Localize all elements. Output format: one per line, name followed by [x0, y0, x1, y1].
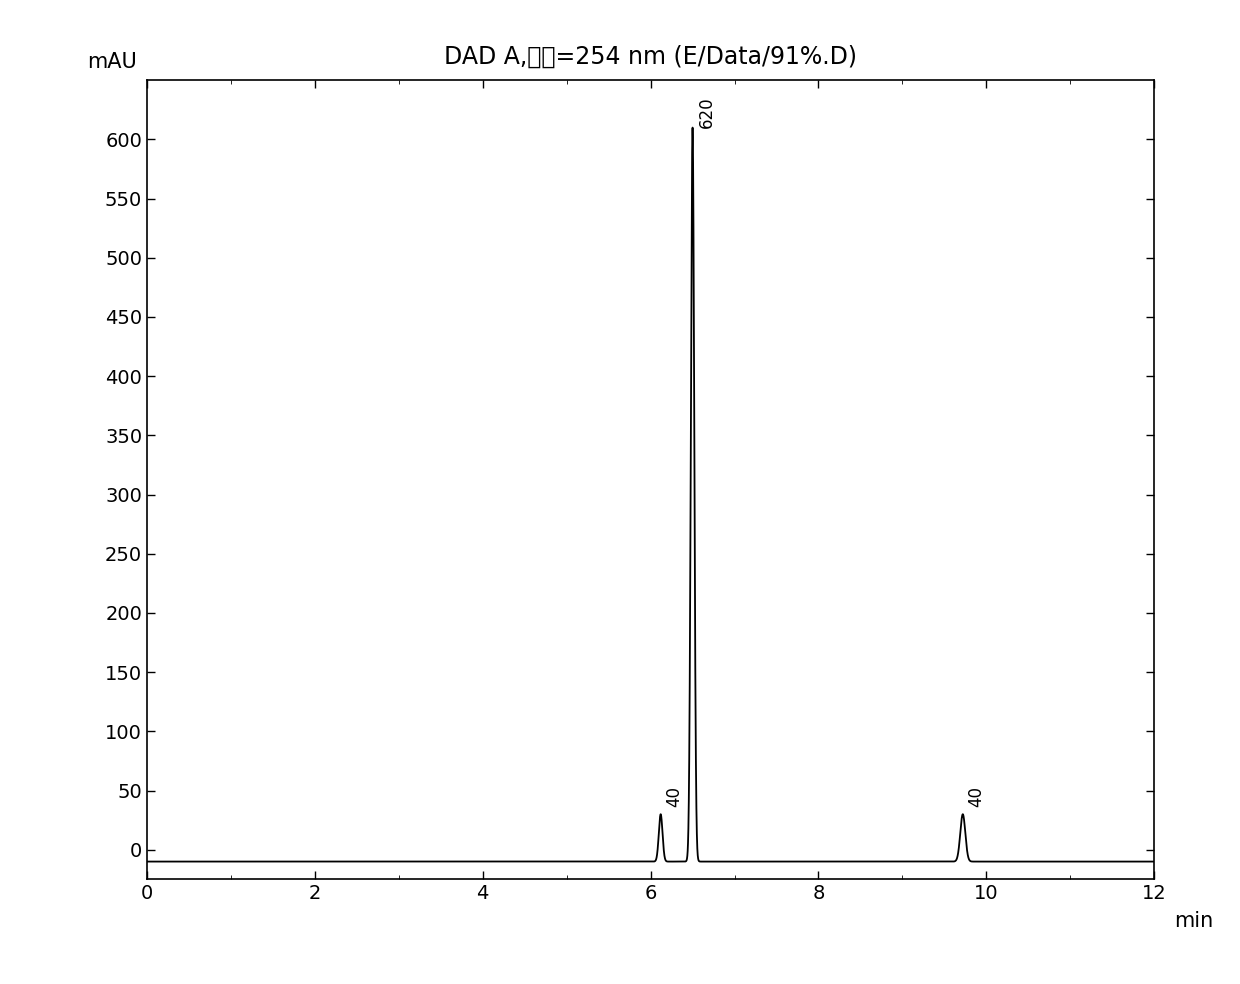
Text: 620: 620	[698, 95, 715, 128]
Title: DAD A,波长=254 nm (E/Data/91%.D): DAD A,波长=254 nm (E/Data/91%.D)	[444, 44, 857, 69]
Text: mAU: mAU	[87, 52, 136, 72]
Text: min: min	[1174, 911, 1214, 931]
Text: 40: 40	[666, 786, 683, 807]
Text: 40: 40	[967, 786, 986, 807]
